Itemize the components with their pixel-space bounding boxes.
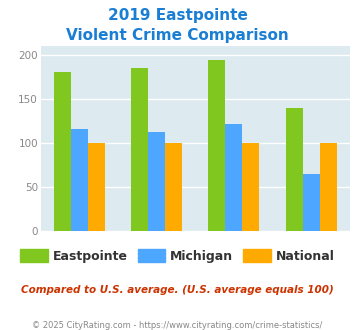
Bar <box>71 129 88 231</box>
Bar <box>165 143 182 231</box>
Text: 2019 Eastpointe: 2019 Eastpointe <box>108 8 247 23</box>
Bar <box>285 108 302 231</box>
Bar <box>242 143 260 231</box>
Bar <box>54 72 71 231</box>
Bar <box>225 124 242 231</box>
Legend: Eastpointe, Michigan, National: Eastpointe, Michigan, National <box>20 249 335 263</box>
Bar <box>208 60 225 231</box>
Bar <box>320 143 337 231</box>
Bar <box>302 174 320 231</box>
Text: © 2025 CityRating.com - https://www.cityrating.com/crime-statistics/: © 2025 CityRating.com - https://www.city… <box>32 321 323 330</box>
Bar <box>131 68 148 231</box>
Bar <box>148 132 165 231</box>
Text: Compared to U.S. average. (U.S. average equals 100): Compared to U.S. average. (U.S. average … <box>21 285 334 295</box>
Bar <box>88 143 105 231</box>
Text: Violent Crime Comparison: Violent Crime Comparison <box>66 28 289 43</box>
